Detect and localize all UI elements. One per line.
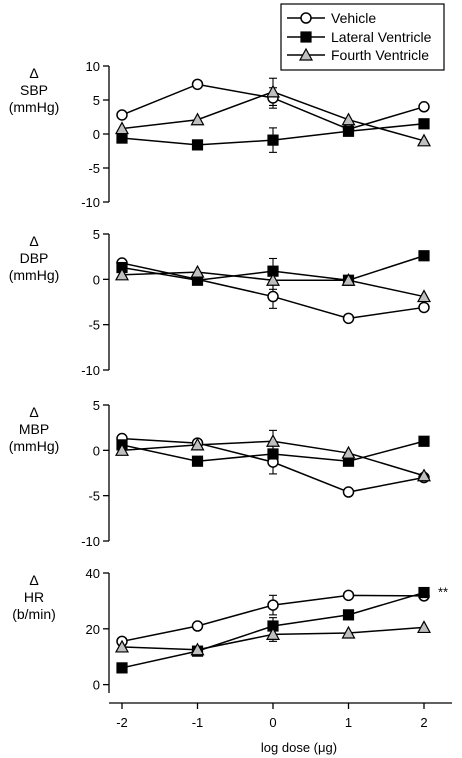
y-label-line: SBP bbox=[20, 82, 48, 98]
y-tick-label: 0 bbox=[93, 272, 100, 287]
y-label-line: HR bbox=[24, 589, 44, 605]
y-tick-label: 20 bbox=[86, 622, 100, 637]
data-point-square bbox=[418, 118, 430, 130]
y-tick-label: 5 bbox=[93, 398, 100, 413]
data-point-square bbox=[418, 586, 430, 599]
data-point-circle bbox=[342, 486, 355, 498]
data-point-triangle bbox=[114, 443, 130, 456]
data-point-square bbox=[267, 448, 279, 460]
data-point-triangle bbox=[341, 625, 356, 639]
legend-entry-vehicle: Vehicle bbox=[287, 10, 376, 26]
y-tick-label: 0 bbox=[93, 678, 100, 693]
data-point-triangle bbox=[416, 289, 432, 303]
data-point-triangle bbox=[190, 642, 205, 656]
data-point-triangle bbox=[341, 112, 356, 126]
data-point-circle bbox=[267, 290, 279, 303]
y-tick-label: 5 bbox=[93, 93, 100, 108]
y-tick-label: 5 bbox=[93, 227, 100, 242]
panel-hr: 40 20 0 ΔHR(b/min) -2 -1 0 1 2 ** bbox=[12, 566, 452, 730]
data-point-triangle bbox=[265, 272, 281, 286]
data-point-circle bbox=[116, 109, 128, 121]
y-label-delta: Δ bbox=[29, 404, 38, 420]
data-point-triangle bbox=[190, 264, 205, 278]
legend: Vehicle Lateral Ventricle Fourth Ventric… bbox=[280, 3, 445, 71]
y-label-line: DBP bbox=[20, 250, 49, 266]
data-point-circle bbox=[418, 101, 430, 113]
y-tick-label: 40 bbox=[86, 566, 100, 581]
y-label-delta: Δ bbox=[29, 65, 38, 81]
data-point-circle bbox=[418, 301, 430, 314]
data-point-circle bbox=[191, 78, 204, 91]
data-point-triangle bbox=[265, 84, 281, 98]
data-point-triangle bbox=[265, 627, 281, 640]
x-tick-label: -1 bbox=[192, 715, 204, 730]
data-point-triangle bbox=[114, 121, 130, 135]
data-point-triangle bbox=[341, 445, 356, 459]
data-point-square bbox=[342, 125, 355, 137]
y-tick-label: 10 bbox=[86, 59, 100, 74]
data-point-square bbox=[116, 662, 128, 674]
y-label-line: (mmHg) bbox=[9, 267, 60, 283]
data-point-square bbox=[267, 134, 279, 146]
x-axis-label: log dose (μg) bbox=[261, 740, 337, 755]
panels: 1050-5-10ΔSBP(mmHg)50-5-10ΔDBP(mmHg)50-5… bbox=[9, 59, 452, 730]
data-point-triangle bbox=[114, 639, 130, 653]
legend-square-marker bbox=[300, 31, 312, 43]
x-tick-label: 2 bbox=[420, 715, 427, 730]
data-point-triangle bbox=[114, 267, 130, 281]
legend-entry-lateral-ventricle: Lateral Ventricle bbox=[287, 29, 432, 45]
y-label-line: (b/min) bbox=[12, 606, 56, 622]
y-tick-label: -10 bbox=[81, 195, 100, 210]
y-tick-label: 0 bbox=[93, 127, 100, 142]
x-tick-label: -2 bbox=[116, 715, 128, 730]
legend-triangle-marker bbox=[298, 47, 314, 61]
data-point-circle bbox=[267, 599, 279, 611]
data-point-triangle bbox=[341, 272, 356, 286]
legend-circle-marker bbox=[300, 12, 312, 24]
data-point-triangle bbox=[416, 133, 432, 147]
y-label-line: (mmHg) bbox=[9, 438, 60, 454]
data-point-triangle bbox=[416, 620, 432, 634]
data-point-circle bbox=[191, 620, 204, 632]
data-point-square bbox=[116, 132, 128, 144]
x-tick-label: 1 bbox=[345, 715, 352, 730]
data-point-square bbox=[191, 455, 204, 467]
significance-annotation: ** bbox=[438, 585, 448, 600]
data-point-triangle bbox=[265, 434, 281, 447]
y-label-delta: Δ bbox=[29, 572, 38, 588]
data-point-square bbox=[342, 609, 355, 621]
data-point-circle bbox=[342, 312, 355, 325]
data-point-circle bbox=[342, 589, 355, 602]
y-tick-label: -10 bbox=[81, 534, 100, 549]
legend-entry-fourth-ventricle: Fourth Ventricle bbox=[287, 47, 429, 63]
y-label-line: (mmHg) bbox=[9, 99, 60, 115]
y-label-delta: Δ bbox=[29, 233, 38, 249]
y-tick-label: 0 bbox=[93, 443, 100, 458]
legend-label-lateral-ventricle: Lateral Ventricle bbox=[331, 29, 432, 45]
y-tick-label: -10 bbox=[81, 363, 100, 378]
data-point-triangle bbox=[416, 468, 432, 482]
data-point-triangle bbox=[190, 112, 205, 126]
y-tick-label: -5 bbox=[88, 318, 100, 333]
data-point-triangle bbox=[190, 437, 205, 451]
data-point-square bbox=[418, 435, 430, 447]
data-point-square bbox=[191, 139, 204, 151]
y-label-line: MBP bbox=[19, 421, 49, 437]
legend-label-vehicle: Vehicle bbox=[331, 10, 376, 26]
x-tick-label: 0 bbox=[269, 715, 276, 730]
y-tick-label: -5 bbox=[88, 489, 100, 504]
data-point-square bbox=[418, 250, 430, 262]
legend-label-fourth-ventricle: Fourth Ventricle bbox=[331, 47, 429, 63]
y-tick-label: -5 bbox=[88, 161, 100, 176]
